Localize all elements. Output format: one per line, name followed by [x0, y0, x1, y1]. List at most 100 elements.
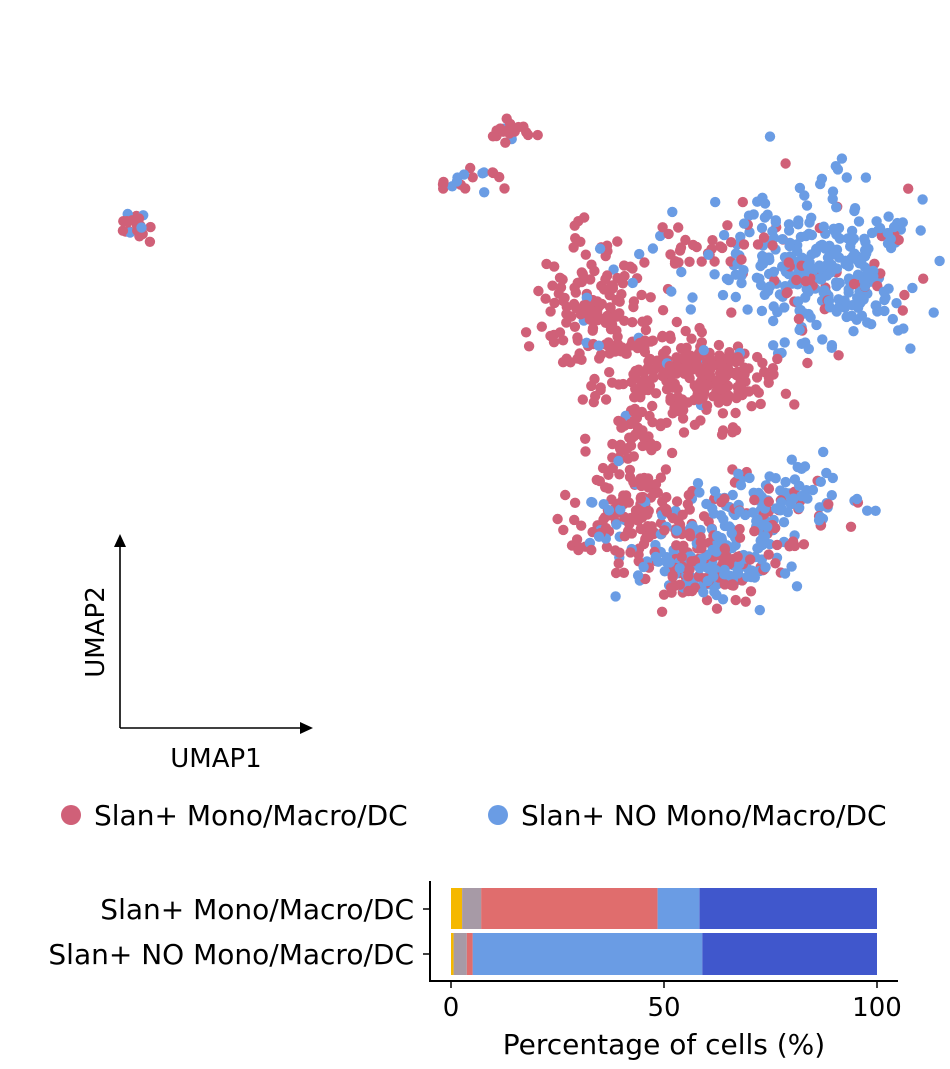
- umap-point: [725, 237, 737, 248]
- umap-point: [789, 399, 800, 410]
- umap-point: [718, 229, 730, 241]
- umap-point: [501, 113, 512, 124]
- umap-point: [684, 256, 695, 267]
- bar-segment: [462, 888, 482, 929]
- umap-point: [677, 413, 689, 424]
- umap-scatter-plot: UMAP1 UMAP2: [81, 113, 945, 774]
- umap-point: [569, 321, 581, 332]
- umap-point: [576, 520, 587, 531]
- bar-x-tick-label: 0: [443, 993, 460, 1023]
- bar-x-ticks: 0 50 100: [443, 981, 902, 1023]
- umap-point: [557, 274, 568, 285]
- umap-point: [586, 380, 597, 392]
- umap-point: [807, 263, 819, 274]
- umap-point: [818, 221, 829, 232]
- umap-point: [749, 494, 760, 506]
- umap-point: [647, 400, 658, 412]
- umap-point: [621, 348, 632, 359]
- bar-category-label-slan-mono: Slan+ Mono/Macro/DC: [100, 893, 414, 926]
- umap-point: [655, 230, 666, 242]
- umap-point: [630, 505, 642, 516]
- umap-point: [771, 539, 783, 551]
- umap-point: [557, 357, 569, 368]
- umap-point: [825, 267, 836, 278]
- umap-point: [643, 441, 655, 452]
- umap-point: [833, 350, 844, 361]
- umap-point: [768, 301, 779, 312]
- umap-point: [545, 306, 556, 317]
- umap-point: [605, 280, 617, 292]
- umap-point: [853, 291, 864, 302]
- umap-point: [576, 267, 587, 278]
- umap-point: [619, 420, 630, 431]
- bar-x-tick-label: 100: [852, 993, 902, 1023]
- umap-point: [636, 289, 647, 301]
- stacked-bar-chart: Slan+ Mono/Macro/DC Slan+ NO Mono/Macro/…: [48, 881, 902, 1061]
- umap-point: [467, 172, 478, 183]
- umap-point: [518, 121, 529, 132]
- umap-point: [751, 515, 762, 527]
- umap-point: [701, 595, 713, 606]
- umap-point: [791, 581, 803, 592]
- umap-point: [628, 431, 640, 442]
- umap-point: [779, 568, 791, 579]
- umap-point: [759, 198, 771, 209]
- umap-point: [629, 415, 640, 426]
- umap-point: [639, 257, 650, 268]
- umap-point: [786, 454, 797, 465]
- umap-point: [694, 487, 705, 498]
- umap-point: [614, 443, 626, 454]
- umap-points: [117, 113, 945, 617]
- umap-point: [779, 337, 790, 348]
- legend-item-slan-no-mono: Slan+ NO Mono/Macro/DC: [488, 799, 887, 832]
- umap-point: [664, 360, 675, 372]
- umap-point: [547, 280, 558, 291]
- umap-point: [722, 220, 733, 231]
- umap-point: [819, 285, 830, 296]
- umap-point: [614, 547, 625, 558]
- umap-point: [552, 513, 563, 525]
- umap-point: [667, 206, 678, 218]
- umap-point: [815, 511, 826, 523]
- umap-point: [730, 291, 741, 303]
- umap-point: [660, 464, 672, 475]
- umap-point: [756, 222, 768, 234]
- umap-point: [738, 239, 750, 250]
- umap-point: [831, 202, 842, 213]
- umap-point: [730, 594, 741, 606]
- umap-point: [751, 272, 763, 283]
- umap-point: [613, 558, 624, 569]
- umap-point: [685, 531, 696, 542]
- umap-point: [574, 348, 585, 359]
- umap-point: [612, 331, 623, 342]
- umap-point: [686, 333, 697, 344]
- umap-point: [907, 282, 918, 294]
- umap-point: [656, 606, 668, 617]
- umap-point: [643, 505, 654, 517]
- legend-label-slan-no-mono: Slan+ NO Mono/Macro/DC: [521, 799, 887, 832]
- umap-point: [607, 462, 618, 474]
- umap-point: [742, 304, 753, 315]
- umap-point: [754, 604, 765, 616]
- umap-point: [565, 357, 576, 368]
- umap-point: [707, 544, 718, 556]
- umap-point: [787, 536, 799, 547]
- umap-point: [823, 499, 834, 510]
- umap-point: [640, 324, 652, 336]
- umap-point: [770, 217, 781, 228]
- umap-point: [740, 596, 751, 607]
- umap-point: [603, 483, 614, 494]
- umap-point: [841, 172, 852, 183]
- umap-point: [887, 313, 898, 325]
- umap-point: [751, 372, 763, 383]
- umap-point: [848, 250, 859, 262]
- umap-point: [721, 396, 733, 407]
- umap-point: [691, 383, 703, 394]
- bar-segment: [453, 933, 467, 975]
- umap-point: [595, 384, 606, 396]
- umap-point: [814, 502, 825, 513]
- umap-point: [798, 539, 810, 550]
- umap2-arrowhead: [114, 534, 126, 547]
- umap-point: [716, 497, 727, 508]
- umap-point: [614, 296, 625, 307]
